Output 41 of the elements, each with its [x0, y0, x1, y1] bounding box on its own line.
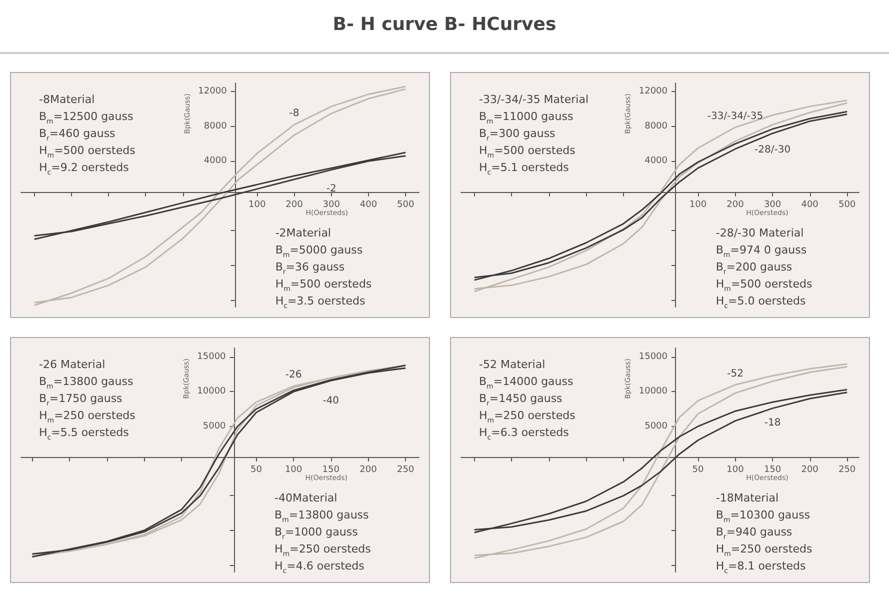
chart-title: B- H curve B- HCurves: [332, 14, 558, 35]
y-tick-label: 12000: [638, 86, 668, 97]
series-label: -52: [727, 368, 744, 380]
x-tick-label: 250: [838, 465, 856, 476]
x-tick-label: 500: [397, 200, 414, 210]
x-tick-label: 50: [692, 465, 704, 476]
x-tick-label: 200: [286, 200, 304, 210]
series-label: -18: [764, 418, 781, 429]
x-tick-label: 200: [801, 465, 819, 476]
y-tick-label: 15000: [197, 352, 226, 362]
y-tick-label: 8000: [204, 121, 228, 132]
series-label: -2: [326, 184, 336, 195]
x-tick-label: 300: [764, 200, 782, 210]
x-tick-label: 100: [726, 465, 744, 476]
x-tick-label: 100: [689, 200, 707, 210]
y-tick-label: 10000: [197, 386, 226, 397]
y-tick-label: 4000: [204, 156, 228, 166]
series-label: -8: [289, 108, 300, 120]
x-tick-label: 100: [284, 465, 302, 476]
y-tick-label: 15000: [638, 352, 668, 362]
y-tick-label: 12000: [198, 86, 228, 97]
x-tick-label: 400: [360, 200, 378, 210]
series-label: -40: [322, 395, 340, 406]
x-tick-label: 200: [360, 465, 378, 476]
series-label: -33/-34/-35: [707, 110, 764, 122]
x-tick-label: 50: [250, 465, 262, 476]
y-tick-label: 10000: [638, 386, 668, 397]
y-tick-label: 5000: [644, 421, 668, 432]
y-tick-label: 5000: [202, 421, 226, 432]
x-tick-label: 150: [764, 465, 782, 476]
y-tick-label: 8000: [644, 121, 668, 132]
series-label: -28/-30: [754, 144, 791, 156]
x-tick-label: 400: [801, 200, 819, 210]
x-tick-label: 200: [726, 200, 744, 210]
y-tick-label: 4000: [644, 156, 668, 166]
x-tick-label: 500: [838, 200, 856, 210]
x-tick-label: 250: [396, 465, 414, 476]
x-tick-label: 300: [322, 200, 340, 210]
x-tick-label: 150: [322, 465, 340, 476]
x-tick-label: 100: [248, 200, 266, 210]
series-label: -26: [285, 370, 302, 381]
